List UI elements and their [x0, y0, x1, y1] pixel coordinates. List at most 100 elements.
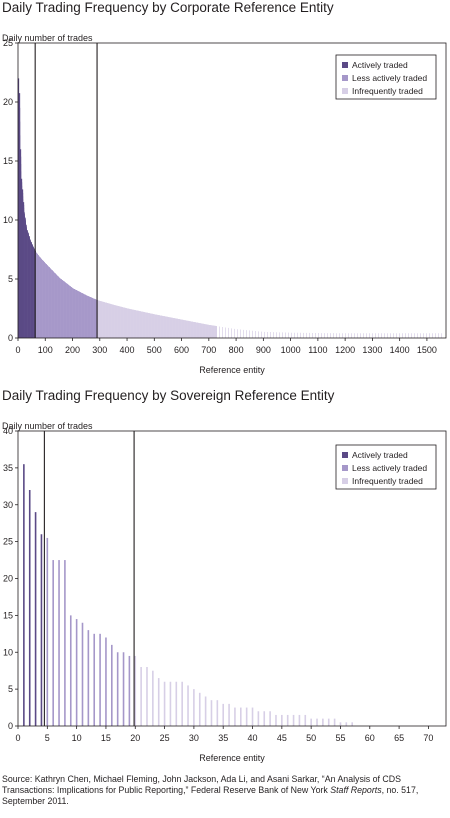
x-tick-label: 600: [174, 345, 189, 355]
bar: [40, 534, 43, 726]
bar: [310, 718, 312, 726]
x-tick-label: 55: [335, 733, 345, 743]
bar: [175, 681, 178, 726]
bar: [28, 490, 31, 726]
y-tick-label: 15: [3, 610, 13, 620]
x-tick-label: 0: [15, 345, 20, 355]
bar: [275, 714, 277, 726]
bar: [140, 667, 142, 726]
bar: [128, 655, 131, 726]
y-tick-label: 10: [3, 215, 13, 225]
legend-swatch: [342, 478, 348, 484]
sovereign-chart-title: Daily Trading Frequency by Sovereign Ref…: [2, 388, 335, 403]
x-tick-label: 0: [15, 733, 20, 743]
legend-box: [335, 444, 437, 490]
bar: [198, 692, 201, 726]
x-tick-label: 100: [38, 345, 53, 355]
x-tick-label: 1400: [390, 345, 410, 355]
bar: [257, 711, 260, 726]
bar: [351, 722, 353, 726]
x-tick-label: 50: [306, 733, 316, 743]
y-tick-label: 10: [3, 647, 13, 657]
bar: [193, 689, 195, 726]
x-tick-label: 1100: [308, 345, 327, 355]
y-tick-label: 25: [3, 38, 13, 48]
bar: [81, 622, 84, 726]
bar: [222, 703, 225, 726]
x-tick-label: 400: [120, 345, 135, 355]
x-tick-label: 700: [201, 345, 216, 355]
bar: [204, 696, 207, 726]
bar: [157, 678, 160, 726]
x-tick-label: 200: [65, 345, 80, 355]
legend-label: Infrequently traded: [352, 86, 423, 96]
bar: [116, 652, 119, 726]
bar: [122, 652, 125, 726]
bar: [99, 633, 101, 726]
y-tick-label: 25: [3, 537, 13, 547]
bar: [333, 718, 336, 726]
legend-label: Infrequently traded: [352, 476, 423, 486]
bar: [316, 718, 318, 726]
x-tick-label: 10: [72, 733, 82, 743]
y-tick-label: 35: [3, 463, 13, 473]
sovereign-chart: Daily number of trades 0 5 10 15 20 25 30 35 40 0 5…: [2, 421, 447, 763]
bar: [281, 714, 283, 726]
bar: [251, 707, 254, 726]
source-text: Source: Kathryn Chen, Michael Fleming, J…: [2, 774, 401, 795]
y-tick-label: 5: [8, 684, 13, 694]
x-tick-label: 1300: [362, 345, 382, 355]
x-tick-label: 1000: [281, 345, 301, 355]
source-suffix: , no. 517, September 2011.: [2, 785, 419, 806]
bar: [327, 718, 330, 726]
bar: [304, 714, 307, 726]
y-tick-label: 20: [3, 574, 13, 584]
legend-swatch: [342, 88, 348, 94]
y-tick-label: 0: [8, 721, 13, 731]
x-tick-label: 1500: [417, 345, 437, 355]
bar: [234, 707, 236, 726]
corporate-chart: Daily number of trades 0 5 10 15 20 25 0 100 200 3…: [2, 33, 447, 375]
corporate-chart-title: Daily Trading Frequency by Corporate Ref…: [2, 0, 334, 15]
legend-box: [335, 54, 437, 100]
bar: [146, 667, 148, 726]
x-axis-label: Reference entity: [199, 753, 265, 763]
bar: [286, 714, 289, 726]
bar: [58, 560, 60, 726]
y-tick-label: 15: [3, 156, 13, 166]
bar: [163, 681, 166, 726]
x-tick-label: 45: [277, 733, 287, 743]
x-tick-label: 65: [394, 733, 404, 743]
x-tick-label: 60: [365, 733, 375, 743]
x-tick-label: 40: [248, 733, 258, 743]
bar: [152, 670, 154, 726]
bar: [105, 637, 107, 726]
x-tick-label: 500: [147, 345, 162, 355]
x-tick-label: 30: [189, 733, 199, 743]
bar: [345, 722, 348, 726]
y-tick-label: 5: [8, 274, 13, 284]
bar: [111, 644, 113, 726]
bar: [263, 711, 266, 726]
bar: [134, 655, 137, 726]
x-axis-label: Reference entity: [199, 365, 265, 375]
y-axis-label: Daily number of trades: [2, 421, 93, 431]
bar: [187, 685, 189, 726]
x-tick-label: 800: [229, 345, 244, 355]
source-italic: Staff Reports: [330, 785, 382, 795]
legend-label: Actively traded: [352, 60, 408, 70]
bar: [239, 707, 242, 726]
y-axis-label: Daily number of trades: [2, 33, 93, 43]
bar: [64, 560, 66, 726]
x-tick-label: 15: [101, 733, 111, 743]
bar: [228, 703, 230, 726]
x-tick-label: 900: [256, 345, 271, 355]
y-tick-label: 20: [3, 97, 13, 107]
x-tick-label: 35: [218, 733, 228, 743]
x-tick-label: 70: [423, 733, 433, 743]
source-note: Source: Kathryn Chen, Michael Fleming, J…: [2, 774, 446, 807]
legend-label: Less actively traded: [352, 463, 427, 473]
bar: [216, 700, 219, 726]
legend-swatch: [342, 465, 348, 471]
bar: [181, 681, 183, 726]
